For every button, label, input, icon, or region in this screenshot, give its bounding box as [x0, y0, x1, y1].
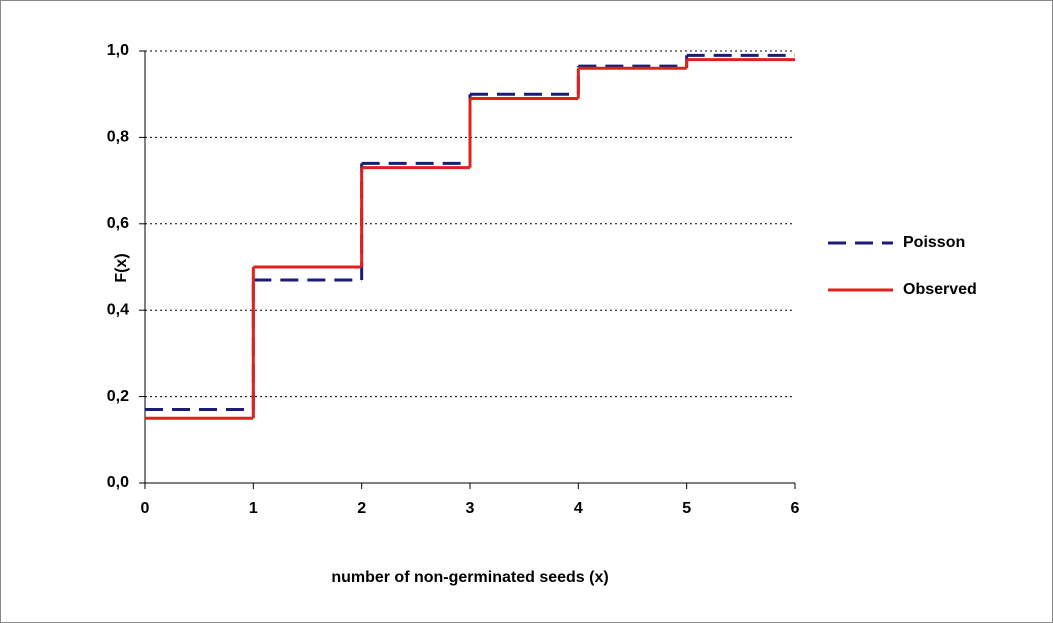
- y-tick-label: 0,8: [107, 129, 129, 146]
- x-tick-label: 4: [574, 500, 583, 517]
- y-tick-label: 0,2: [107, 388, 129, 405]
- x-tick-label: 1: [249, 500, 258, 517]
- x-tick-label: 0: [141, 500, 150, 517]
- y-tick-label: 0,4: [107, 301, 129, 318]
- x-tick-label: 6: [791, 500, 800, 517]
- x-tick-label: 3: [466, 500, 475, 517]
- x-axis-title: number of non-germinated seeds (x): [331, 569, 608, 586]
- y-tick-label: 0,0: [107, 474, 129, 491]
- x-tick-label: 2: [357, 500, 366, 517]
- legend-label: Poisson: [903, 234, 965, 251]
- y-tick-label: 0,6: [107, 215, 129, 232]
- x-tick-label: 5: [682, 500, 691, 517]
- y-axis-title: F(x): [113, 253, 130, 282]
- y-tick-label: 1,0: [107, 42, 129, 59]
- legend-label: Observed: [903, 281, 977, 298]
